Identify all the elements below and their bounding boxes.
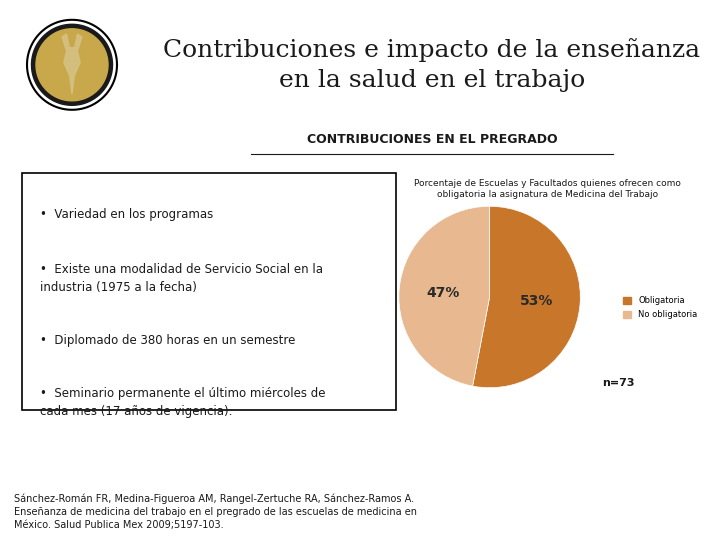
Text: 53%: 53% [520,294,553,308]
Text: •  Variedad en los programas: • Variedad en los programas [40,208,214,221]
Wedge shape [472,206,580,388]
Text: •  Seminario permanente el último miércoles de
cada mes (17 años de vigencia).: • Seminario permanente el último miércol… [40,387,326,417]
FancyBboxPatch shape [22,173,396,410]
Wedge shape [399,206,490,386]
Text: •  Diplomado de 380 horas en un semestre: • Diplomado de 380 horas en un semestre [40,334,296,347]
Legend: Obligatoria, No obligatoria: Obligatoria, No obligatoria [620,293,701,322]
Text: Contribuciones e impacto de la enseñanza
en la salud en el trabajo: Contribuciones e impacto de la enseñanza… [163,38,701,92]
Polygon shape [32,24,112,105]
Text: n=73: n=73 [602,379,634,388]
Text: Sánchez-Román FR, Medina-Figueroa AM, Rangel-Zertuche RA, Sánchez-Ramos A.
Enseñ: Sánchez-Román FR, Medina-Figueroa AM, Ra… [14,494,418,530]
Polygon shape [36,29,108,101]
Text: CONTRIBUCIONES EN EL PREGRADO: CONTRIBUCIONES EN EL PREGRADO [307,133,557,146]
Polygon shape [62,34,82,94]
Text: 47%: 47% [426,286,459,300]
Text: Porcentaje de Escuelas y Facultados quienes ofrecen como
obligatoria la asignatu: Porcentaje de Escuelas y Facultados quie… [414,179,680,199]
Text: •  Existe una modalidad de Servicio Social en la
industria (1975 a la fecha): • Existe una modalidad de Servicio Socia… [40,263,323,294]
